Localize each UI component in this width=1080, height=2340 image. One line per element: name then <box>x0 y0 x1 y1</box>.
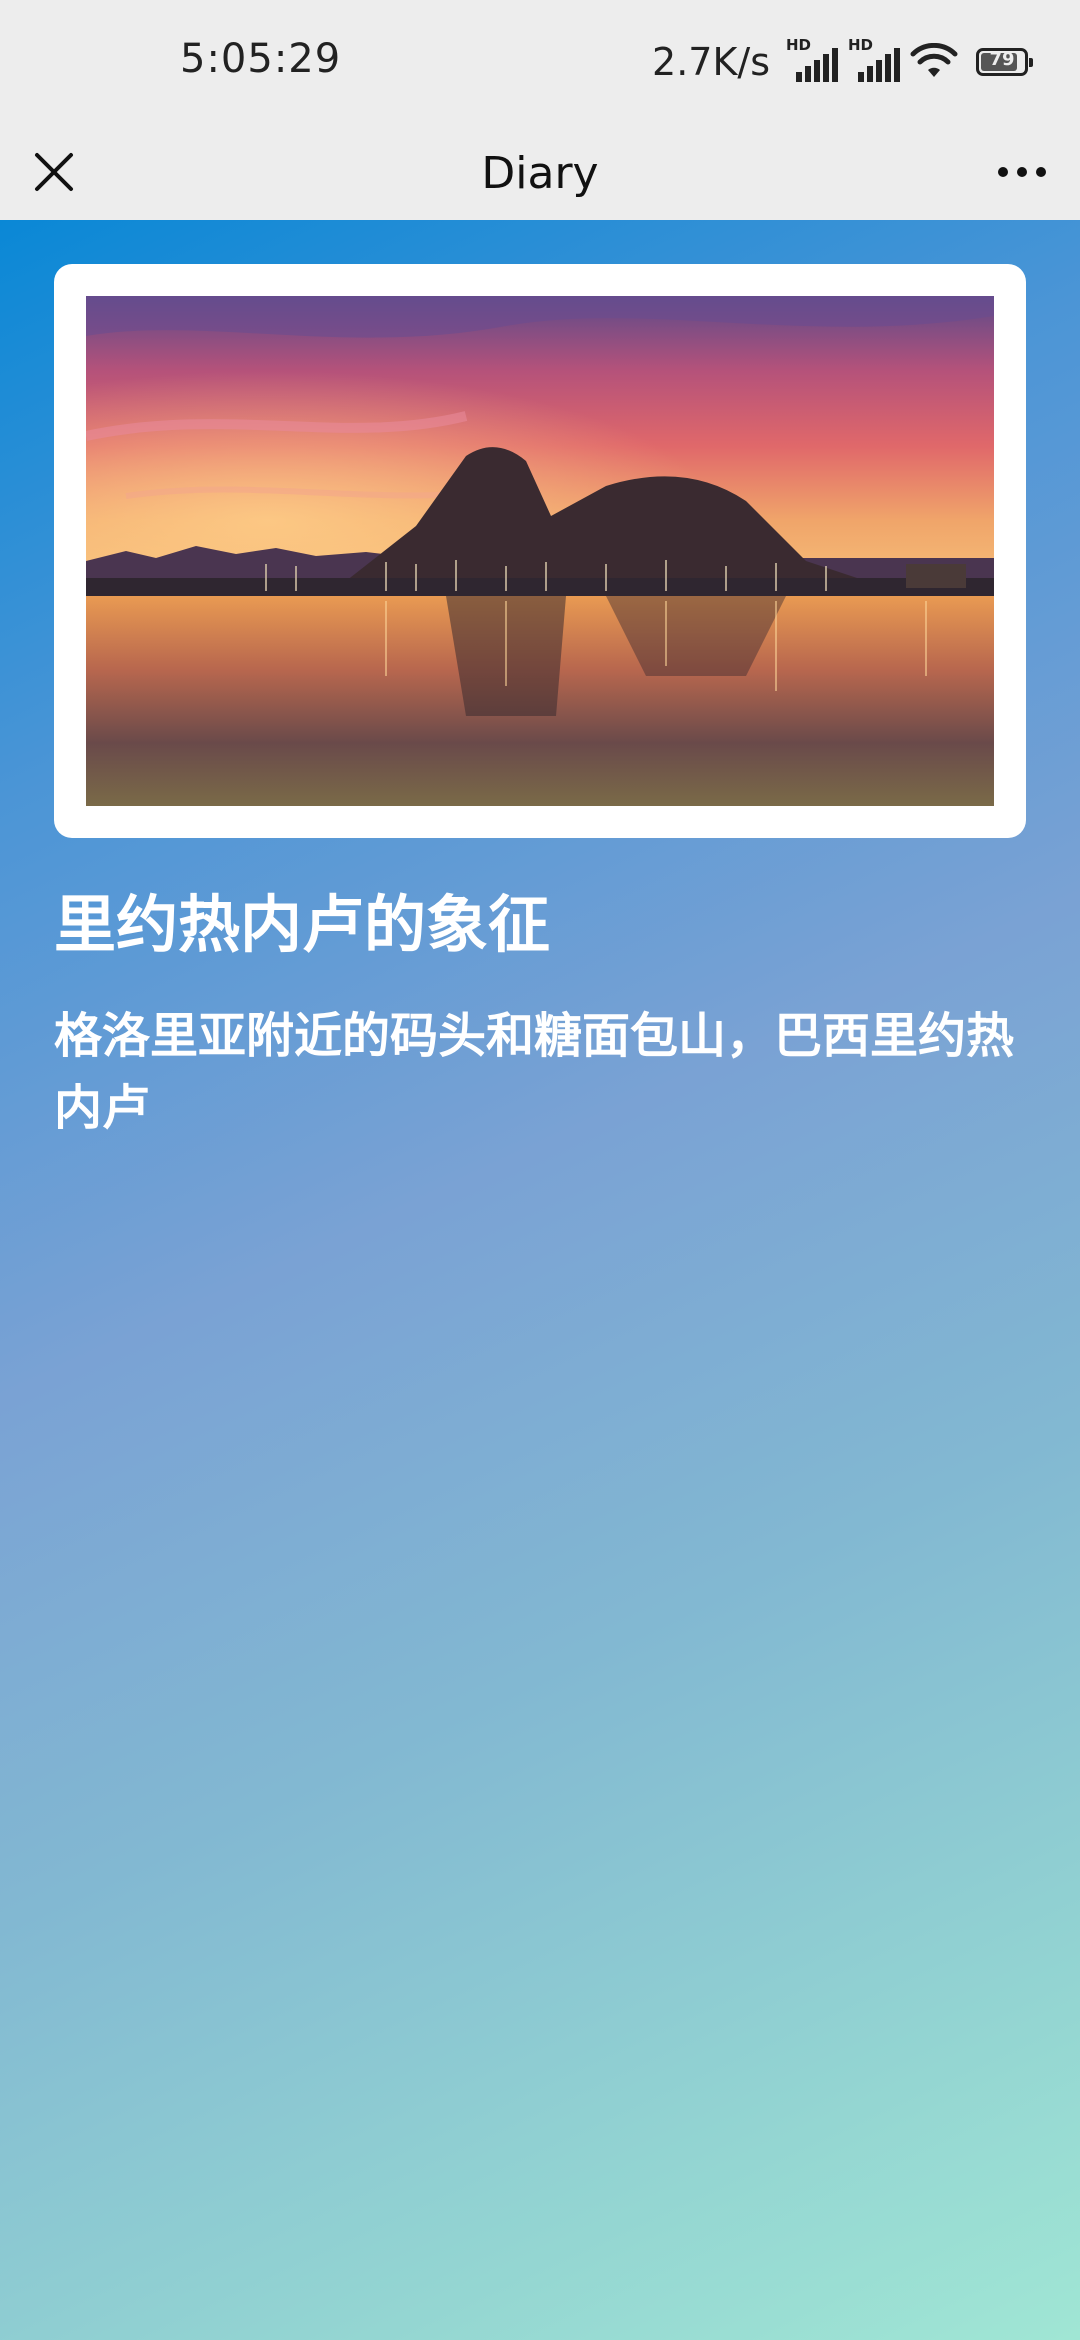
battery-icon: 79 <box>976 48 1033 76</box>
wifi-icon <box>910 43 958 77</box>
diary-title: 里约热内卢的象征 <box>54 888 551 961</box>
more-icon <box>998 167 1008 177</box>
signal-icon: HD <box>786 36 838 82</box>
diary-caption: 格洛里亚附近的码头和糖面包山，巴西里约热内卢 <box>54 1008 1015 1136</box>
battery-level: 79 <box>989 49 1015 70</box>
diary-photo[interactable] <box>86 296 994 806</box>
more-button[interactable] <box>988 142 1056 202</box>
signal-icon-2: HD <box>848 36 900 82</box>
nav-bar: Diary <box>0 120 1080 220</box>
close-button[interactable] <box>24 142 84 202</box>
photo-card[interactable] <box>54 264 1026 838</box>
signal-hd-badge: HD <box>786 36 812 54</box>
signal-hd-badge-2: HD <box>848 36 874 54</box>
status-icons: 2.7K/s HD HD 79 <box>652 36 1033 86</box>
page-title: Diary <box>481 148 599 199</box>
status-bar: 5:05:29 2.7K/s HD HD 7 <box>0 0 1080 120</box>
close-icon <box>35 153 73 191</box>
status-time: 5:05:29 <box>180 36 342 82</box>
network-speed: 2.7K/s <box>652 40 770 84</box>
diary-content: 里约热内卢的象征 格洛里亚附近的码头和糖面包山，巴西里约热内卢 <box>0 220 1080 2340</box>
